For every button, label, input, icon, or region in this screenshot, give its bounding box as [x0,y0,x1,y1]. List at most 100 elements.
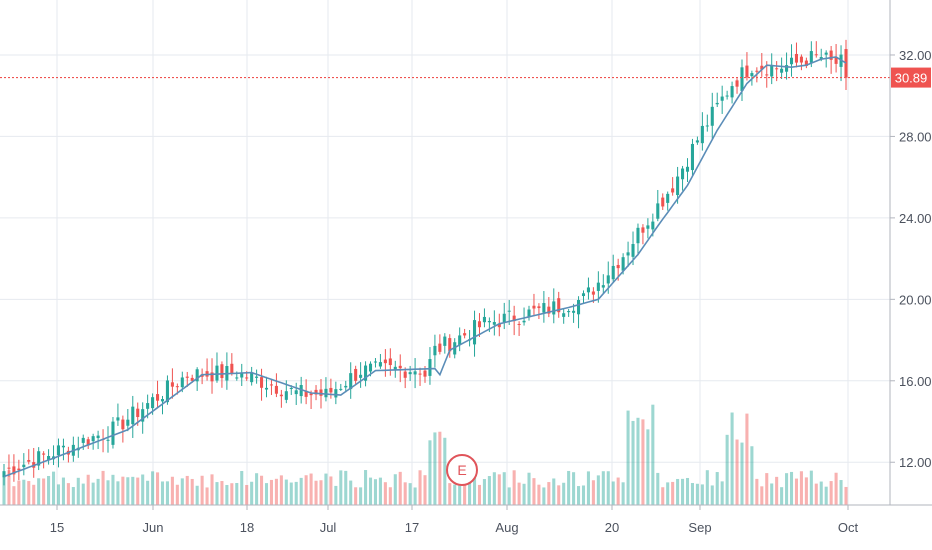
volume-bar [740,442,744,505]
candle-body [388,358,392,366]
volume-bar [542,487,546,505]
volume-bar [190,478,194,505]
candle-body [314,389,318,395]
candle-body [116,417,120,421]
volume-bar [775,476,779,505]
candle-body [492,322,496,325]
volume-bar [423,475,427,505]
candle-body [799,56,803,63]
candle-body [170,382,174,387]
volume-bar [562,482,566,505]
candle-body [230,363,234,374]
candle-body [631,244,635,257]
candle-body [745,65,749,78]
candle-body [175,386,179,388]
volume-bar [537,484,541,505]
candle-body [710,106,714,126]
volume-bar [745,413,749,505]
volume-bar [205,487,209,505]
volume-bar [91,482,95,505]
volume-bar [428,440,432,505]
candle-body [294,390,298,395]
volume-bar [383,482,387,505]
last-price-label: 30.89 [895,71,928,86]
candle-body [666,193,670,203]
earnings-label[interactable]: E [457,462,466,478]
volume-bar [81,483,85,505]
candle-body [354,368,358,381]
candle-body [111,421,115,445]
volume-bar [121,476,125,505]
volume-bar [829,481,833,505]
candle-body [512,315,516,322]
candle-body [572,310,576,313]
volume-bar [32,484,36,505]
volume-bar [230,483,234,505]
volume-bar [349,480,353,505]
candle-body [567,311,571,313]
volume-bar [116,481,120,505]
volume-bar [676,478,680,505]
candle-body [359,374,363,378]
volume-bar [646,429,650,505]
volume-bar [329,476,333,505]
volume-bar [472,470,477,505]
x-tick-label: Aug [495,520,518,535]
volume-bar [47,475,51,505]
moving-average [3,56,847,478]
volume-bar [314,480,318,505]
earnings-icon[interactable] [446,454,478,486]
y-tick-label: 12.00 [899,455,932,470]
candle-body [334,389,338,398]
candle-body [443,336,447,346]
volume-bar [512,470,516,505]
volume-bar [700,484,704,505]
volume-bar [586,471,590,505]
candle-body [750,73,754,77]
candle-body [472,320,477,345]
volume-bar [378,477,382,505]
volume-bar [373,479,378,505]
candle-body [458,335,462,345]
volume-bar [651,404,655,505]
volume-bar [626,410,630,505]
candle-body [770,64,774,77]
volume-bar [393,474,397,505]
volume-bar [730,412,734,505]
volume-bar [482,479,486,505]
candle-body [269,384,273,386]
candle-body [12,466,16,475]
volume-bar [695,483,699,505]
volume-bar [225,484,229,505]
candle-body [86,439,90,446]
candle-body [591,291,595,295]
candle-body [685,166,690,172]
volume-bar [319,480,323,505]
x-tick-label: 18 [240,520,254,535]
candle-body [126,419,130,426]
earnings-marker[interactable]: E [446,454,478,486]
candle-body [577,300,581,315]
candle-body [765,74,769,76]
candle-body [641,227,645,233]
candle-body [676,176,680,196]
candle-body [829,50,833,60]
volume-bar [339,470,343,505]
candle-body [527,309,531,318]
candle-body [22,464,26,468]
candle-body [794,53,799,63]
candle-body [121,419,125,430]
volume-bar [344,470,348,505]
candle-body [220,364,224,379]
candle-body [671,188,675,193]
candle-body [824,52,828,55]
volume-bar [175,484,179,505]
volume-bar [215,482,219,505]
volume-bar [497,474,501,505]
candle-body [730,86,734,98]
candle-body [274,385,278,394]
volume-bar [309,473,313,505]
candle-body [463,333,467,336]
